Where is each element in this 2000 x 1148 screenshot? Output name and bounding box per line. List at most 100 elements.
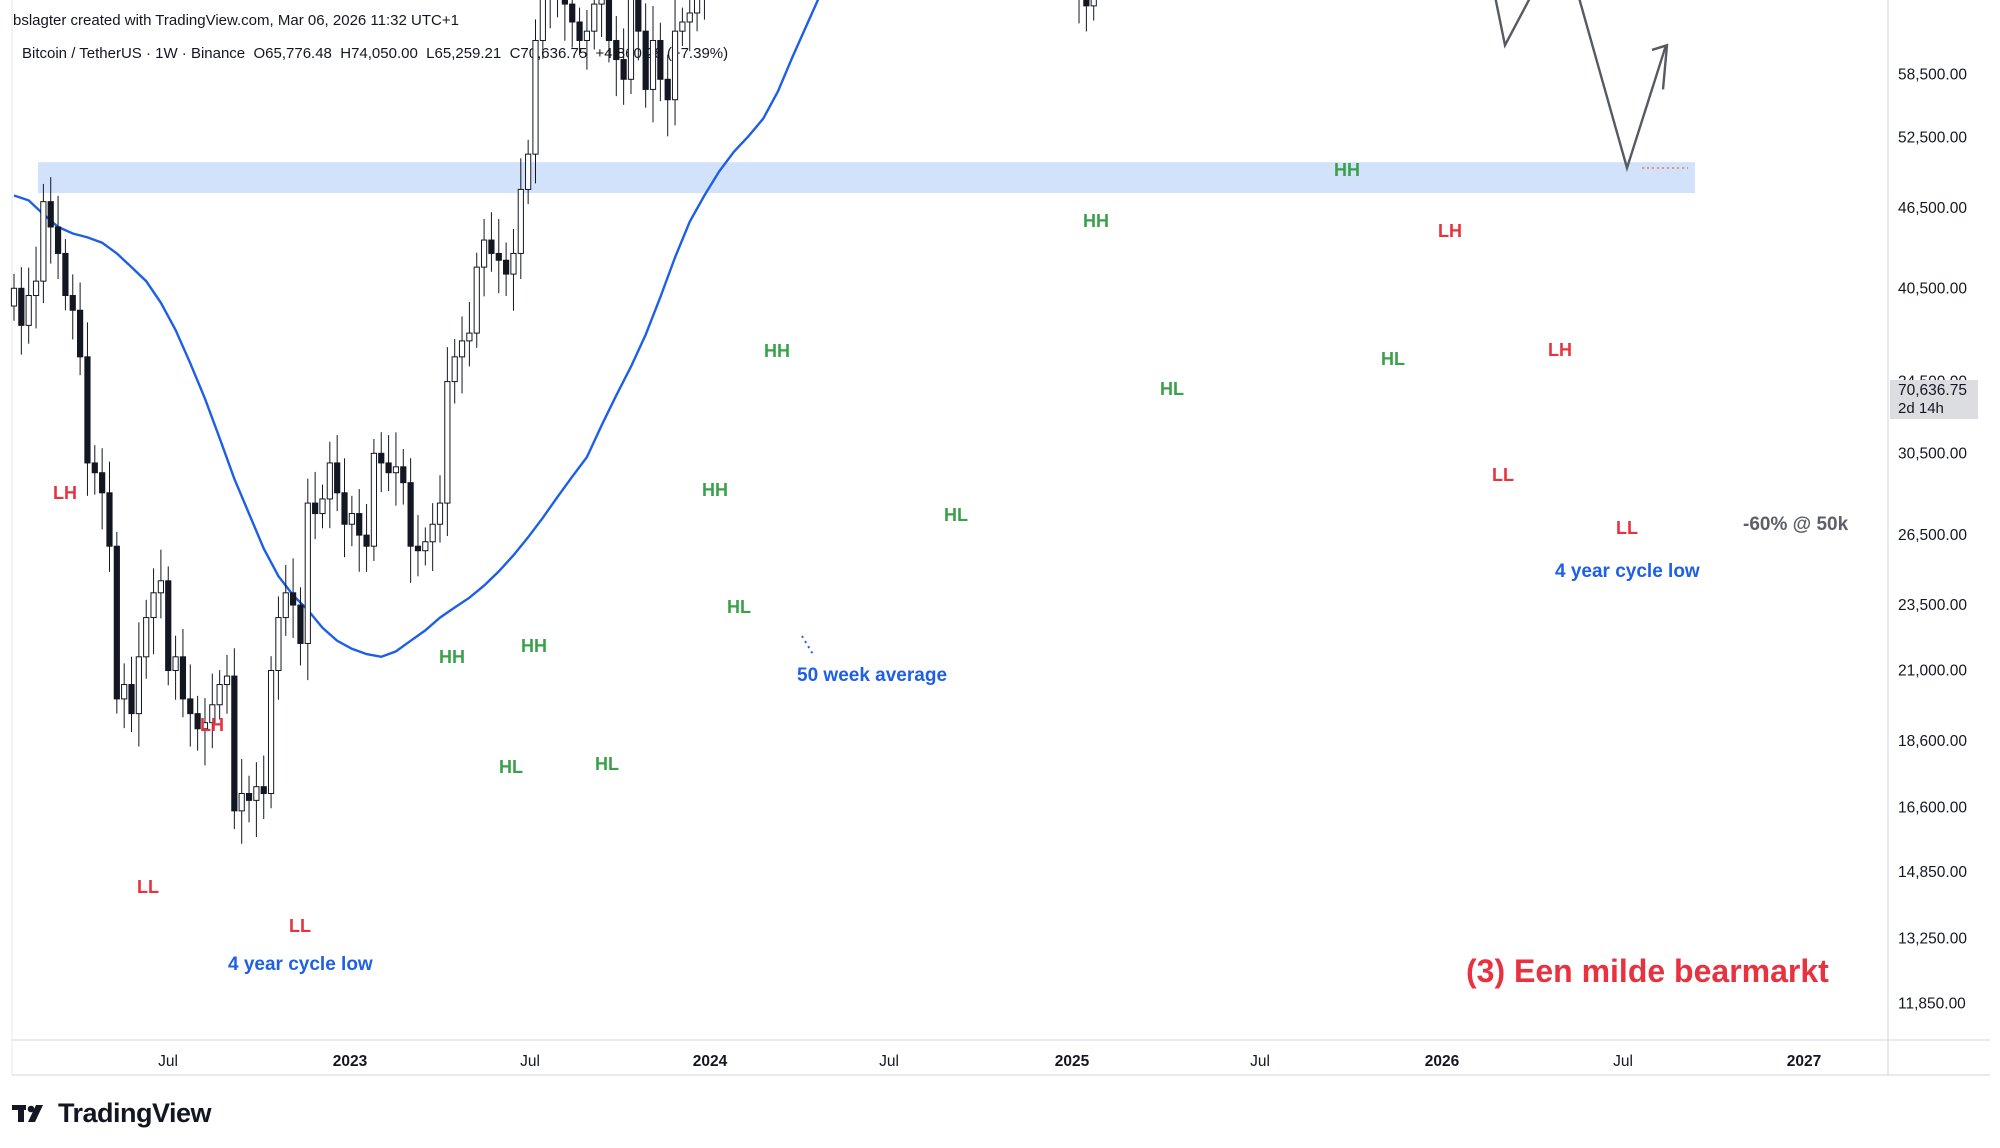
candle-body	[275, 617, 282, 672]
candle-body	[77, 309, 84, 358]
candle-body	[693, 0, 701, 14]
candle-body	[201, 722, 209, 730]
price-chart[interactable]: LH LL LH LL HH HL HH HL HH HL HH HL HH HL HH LH HL LL LH LL…	[0, 0, 2000, 1080]
swing-label-hh: HH	[764, 341, 790, 361]
swing-label-hl: HL	[944, 505, 968, 525]
candle-body	[40, 201, 47, 282]
candle-body	[649, 39, 657, 90]
price-tick-label: 21,000.00	[1898, 663, 1967, 680]
candle-body	[532, 39, 539, 155]
candle-body	[539, 0, 546, 41]
swing-label-hl: HL	[727, 597, 751, 617]
symbol-name[interactable]: Bitcoin / TetherUS · 1W · Binance	[22, 45, 246, 62]
ma50-line	[13, 0, 820, 659]
ohlc-close: C70,636.75	[509, 45, 588, 62]
brand-name: TradingView	[58, 1097, 212, 1128]
chart-frame	[11, 0, 1990, 1076]
projection-arrowhead	[1651, 43, 1669, 90]
candle-body	[341, 492, 348, 525]
candle-body	[282, 592, 289, 619]
candle-body	[216, 684, 223, 706]
swing-label-hh: HH	[521, 636, 547, 656]
time-tick-label: 2023	[333, 1053, 368, 1070]
candle-body	[128, 684, 135, 715]
tradingview-logo[interactable]: TradingView	[12, 1097, 212, 1128]
candle-body	[627, 0, 635, 80]
candle-body	[1083, 0, 1090, 7]
ohlc-high: H74,050.00	[340, 45, 418, 62]
ohlc-low: L65,259.21	[426, 45, 502, 62]
ma50-path	[13, 0, 820, 659]
candle-body	[517, 188, 524, 254]
swing-label-hh: HH	[702, 480, 728, 500]
created-by-text: bslagter created with TradingView.com, M…	[13, 12, 459, 29]
candle-body	[143, 617, 150, 658]
candle-body	[267, 670, 275, 794]
candle-body	[319, 498, 326, 515]
time-tick-label: 2024	[693, 1053, 728, 1070]
price-tick-label: 26,500.00	[1898, 527, 1967, 544]
price-tick-label: 46,500.00	[1898, 200, 1967, 217]
candle-body	[297, 604, 304, 644]
candle-body	[620, 59, 627, 80]
candle-body	[400, 466, 407, 484]
time-tick-label: Jul	[1250, 1053, 1270, 1070]
candle-body	[54, 226, 62, 254]
swing-labels: LH LL LH LL HH HL HH HL HH HL HH HL HH HL HH LH HL LL LH LL	[53, 160, 1638, 936]
candle-body	[488, 239, 495, 254]
candle-body	[69, 295, 76, 311]
candle-body	[378, 452, 385, 464]
candle-body	[561, 0, 568, 5]
candle-body	[385, 462, 392, 474]
candle-body	[664, 78, 671, 101]
time-tick-label: Jul	[879, 1053, 899, 1070]
candle-body	[32, 280, 40, 297]
price-tick-label: 13,250.00	[1898, 931, 1967, 948]
candle-body	[356, 513, 363, 536]
candle-body	[150, 592, 157, 619]
candle-body	[135, 656, 142, 715]
time-axis[interactable]: Jul 2023 Jul 2024 Jul 2025 Jul 2026 Jul 2027	[158, 1053, 1821, 1070]
candle-body	[326, 462, 333, 500]
candle-body	[370, 452, 378, 547]
swing-label-ll: LL	[1492, 465, 1514, 485]
last-price-value: 70,636.75	[1898, 382, 1967, 399]
candle-body	[671, 30, 679, 101]
projection-path	[1494, 0, 1688, 173]
candle-body	[657, 39, 664, 80]
time-tick-label: Jul	[1613, 1053, 1633, 1070]
swing-label-ll: LL	[289, 916, 311, 936]
swing-label-hl: HL	[499, 757, 523, 777]
target-note: -60% @ 50k	[1743, 514, 1849, 535]
swing-label-lh: LH	[200, 715, 224, 735]
candle-body	[642, 30, 649, 90]
candle-body	[209, 704, 216, 724]
candle-body	[187, 698, 194, 715]
swing-label-hh: HH	[439, 647, 465, 667]
price-tick-label: 30,500.00	[1898, 445, 1967, 462]
swing-label-ll: LL	[1616, 518, 1638, 538]
time-tick-label: 2025	[1055, 1053, 1090, 1070]
support-band	[38, 162, 1695, 194]
candle-body	[290, 592, 297, 606]
candle-body	[172, 656, 179, 672]
candle-body	[414, 545, 422, 552]
price-tick-label: 52,500.00	[1898, 129, 1967, 146]
candle-body	[495, 252, 502, 261]
price-axis[interactable]: 11,850.00 13,250.00 14,850.00 16,600.00 18,6…	[1898, 0, 1976, 1013]
candle-body	[407, 482, 414, 547]
tradingview-logo-icon	[12, 1105, 43, 1122]
cycle-low-note-2: 4 year cycle low	[1555, 561, 1700, 582]
candle-body	[583, 30, 591, 41]
swing-label-hl: HL	[595, 754, 619, 774]
bar-countdown: 2d 14h	[1898, 400, 1944, 417]
candle-body	[525, 153, 532, 190]
price-tick-label: 40,500.00	[1898, 280, 1967, 297]
candle-body	[157, 580, 165, 594]
time-tick-label: 2026	[1425, 1053, 1460, 1070]
candle-body	[466, 332, 473, 342]
time-tick-label: Jul	[158, 1053, 178, 1070]
candle-body	[598, 0, 605, 5]
candle-body	[312, 502, 319, 515]
candle-body	[429, 523, 436, 543]
